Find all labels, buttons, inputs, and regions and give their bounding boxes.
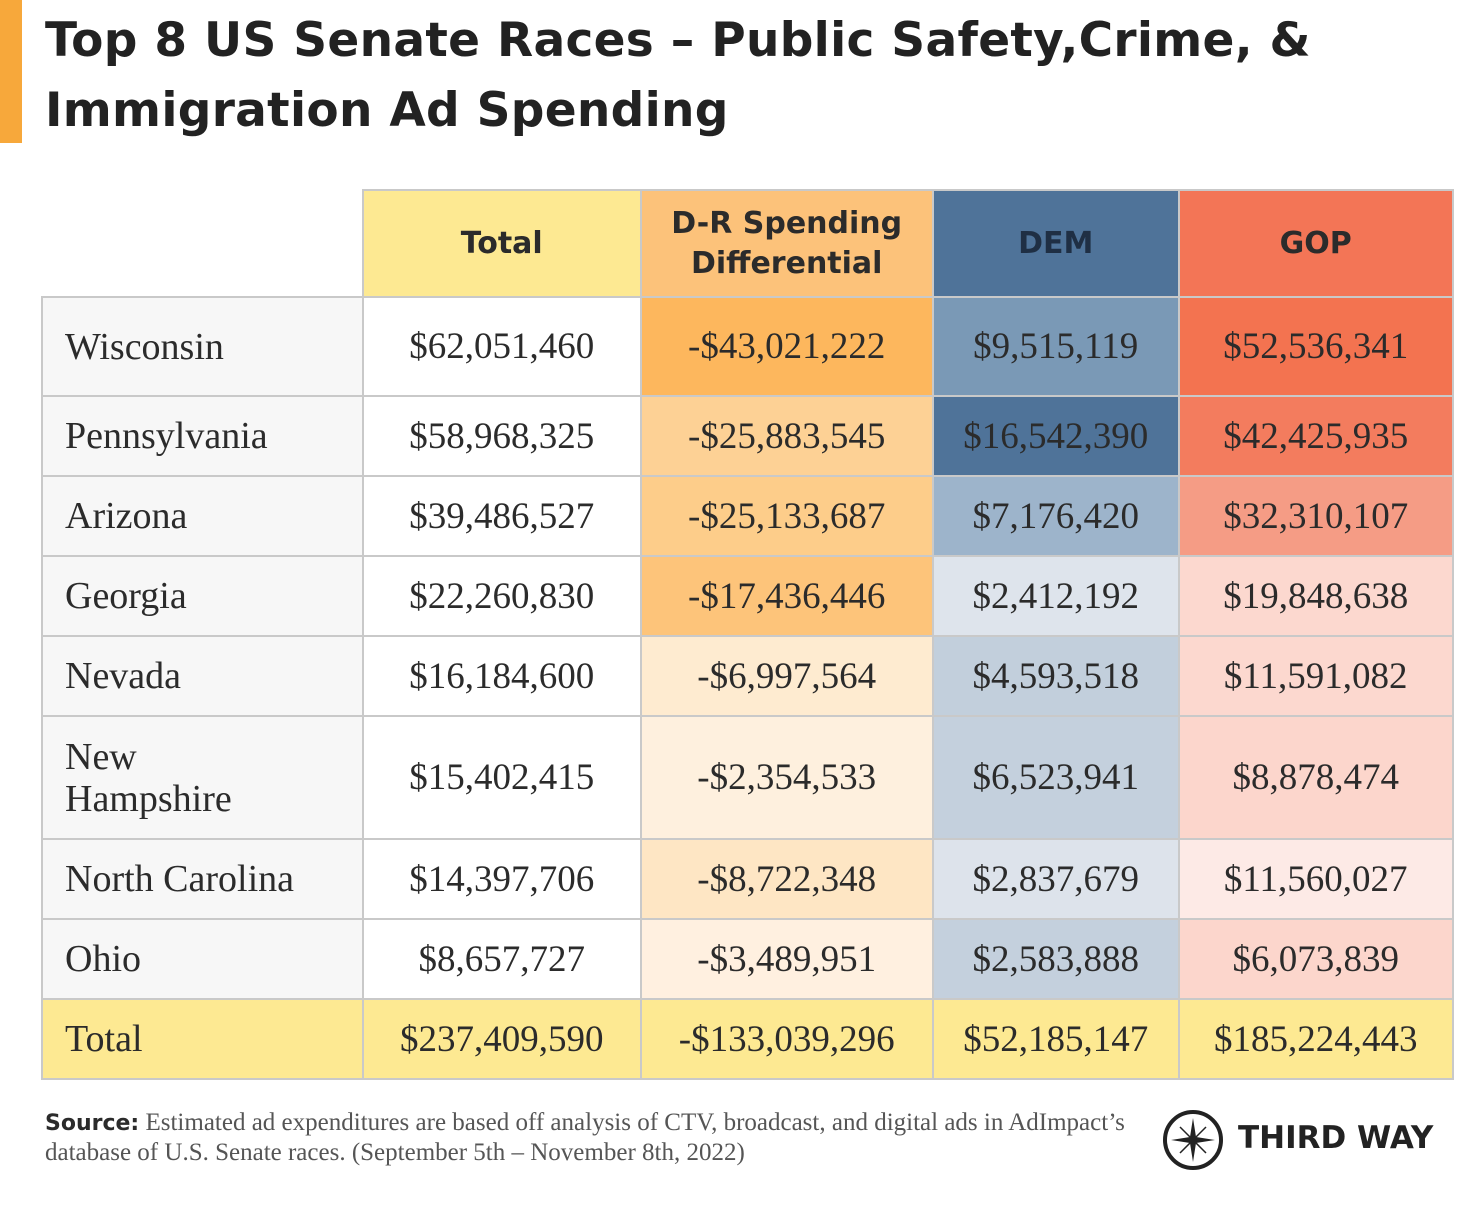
table-row: Pennsylvania $58,968,325 -$25,883,545 $16,5… <box>41 395 1454 477</box>
column-header: DEM <box>931 189 1180 298</box>
table-row: North Carolina $14,397,706 -$8,722,348 $2,8… <box>41 838 1454 920</box>
row-name: Ohio <box>41 918 364 1000</box>
total-name: Total <box>41 998 364 1080</box>
logo: THIRD WAY <box>1162 1108 1452 1172</box>
table-row: Ohio $8,657,727 -$3,489,951 $2,583,888 $6,07… <box>41 918 1454 1000</box>
column-header: Total <box>361 189 642 298</box>
source-note: Source: Estimated ad expenditures are ba… <box>45 1108 1135 1167</box>
table-row: New Hampshire $15,402,415 -$2,354,533 $6,52… <box>41 715 1454 840</box>
logo-icon <box>1163 1110 1223 1170</box>
title-line: Immigration Ad Spending <box>45 83 729 138</box>
table-row: Nevada $16,184,600 -$6,997,564 $4,593,518 $1… <box>41 635 1454 717</box>
blank-header <box>42 190 363 297</box>
cell: $7,176,420 <box>931 475 1180 557</box>
header-row: Total D-R Spending Differential DEM GOP <box>42 189 1454 298</box>
row-name: Nevada <box>41 635 364 717</box>
table-row: Wisconsin $62,051,460 -$43,021,222 $9,515,1… <box>41 296 1454 397</box>
total-cell: $52,185,147 <box>931 998 1180 1080</box>
cell: $19,848,638 <box>1177 555 1454 637</box>
row-name: Arizona <box>41 475 364 557</box>
cell: $58,968,325 <box>361 395 642 477</box>
cell: $8,657,727 <box>361 918 642 1000</box>
source-label: Source: <box>45 1111 140 1136</box>
table-row: Arizona $39,486,527 -$25,133,687 $7,176,420… <box>41 475 1454 557</box>
column-header: D-R Spending Differential <box>639 189 934 298</box>
cell: $32,310,107 <box>1177 475 1454 557</box>
cell: $11,591,082 <box>1177 635 1454 717</box>
row-name: Wisconsin <box>41 296 364 397</box>
cell: $8,878,474 <box>1177 715 1454 840</box>
table-row: Georgia $22,260,830 -$17,436,446 $2,412,192… <box>41 555 1454 637</box>
title: Top 8 US Senate Races – Public Safety,Cr… <box>45 6 1311 146</box>
cell: $6,523,941 <box>931 715 1180 840</box>
cell: $52,536,341 <box>1177 296 1454 397</box>
cell: $16,542,390 <box>931 395 1180 477</box>
cell: $11,560,027 <box>1177 838 1454 920</box>
logo-text: THIRD WAY <box>1238 1120 1434 1156</box>
source-text: Estimated ad expenditures are based off … <box>45 1109 1125 1166</box>
cell: -$6,997,564 <box>639 635 934 717</box>
cell: -$25,883,545 <box>639 395 934 477</box>
cell: $62,051,460 <box>361 296 642 397</box>
row-name: Georgia <box>41 555 364 637</box>
cell: $22,260,830 <box>361 555 642 637</box>
title-line: Top 8 US Senate Races – Public Safety,Cr… <box>45 13 1311 68</box>
cell: $4,593,518 <box>931 635 1180 717</box>
cell: $2,837,679 <box>931 838 1180 920</box>
cell: -$43,021,222 <box>639 296 934 397</box>
column-header: GOP <box>1177 189 1454 298</box>
accent-bar <box>0 0 22 143</box>
cell: $2,583,888 <box>931 918 1180 1000</box>
cell: $42,425,935 <box>1177 395 1454 477</box>
total-cell: $185,224,443 <box>1177 998 1454 1080</box>
cell: -$17,436,446 <box>639 555 934 637</box>
row-name: New Hampshire <box>41 715 364 840</box>
cell: $16,184,600 <box>361 635 642 717</box>
cell: $39,486,527 <box>361 475 642 557</box>
cell: -$25,133,687 <box>639 475 934 557</box>
total-cell: $237,409,590 <box>361 998 642 1080</box>
cell: -$8,722,348 <box>639 838 934 920</box>
cell: -$3,489,951 <box>639 918 934 1000</box>
cell: -$2,354,533 <box>639 715 934 840</box>
cell: $6,073,839 <box>1177 918 1454 1000</box>
table-body: Wisconsin $62,051,460 -$43,021,222 $9,515,1… <box>41 296 1454 1080</box>
spending-table: Total D-R Spending Differential DEM GOP Wis… <box>41 189 1454 1080</box>
total-row: Total $237,409,590 -$133,039,296 $52,185,14… <box>41 998 1454 1080</box>
cell: $15,402,415 <box>361 715 642 840</box>
cell: $14,397,706 <box>361 838 642 920</box>
cell: $9,515,119 <box>931 296 1180 397</box>
total-cell: -$133,039,296 <box>639 998 934 1080</box>
cell: $2,412,192 <box>931 555 1180 637</box>
row-name: Pennsylvania <box>41 395 364 477</box>
row-name: North Carolina <box>41 838 364 920</box>
